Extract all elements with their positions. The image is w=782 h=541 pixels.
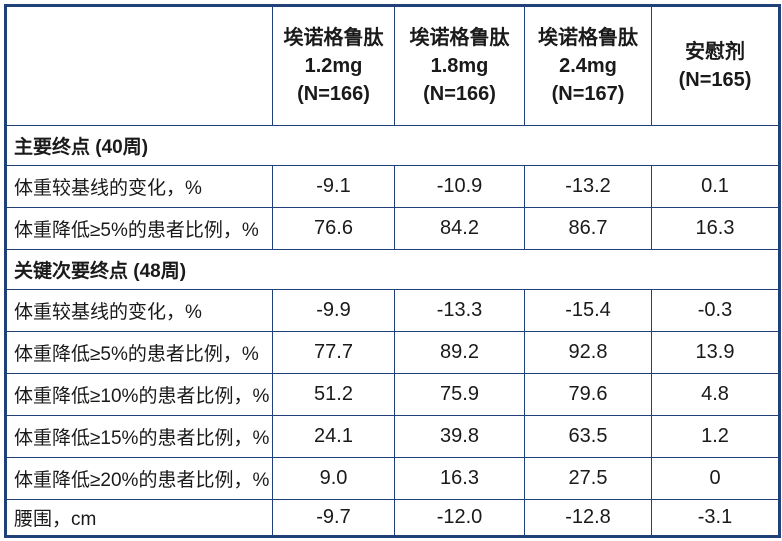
drug-name: 安慰剂 [685,41,745,63]
drug-name: 埃诺格鲁肽 [283,27,384,49]
row-label: 体重降低≥20%的患者比例，% [5,457,273,500]
table-header-row: 埃诺格鲁肽 1.2mg (N=166) 埃诺格鲁肽 1.8mg (N=166) … [5,5,780,126]
corner-cell [5,5,273,126]
data-cell: 16.3 [394,457,525,500]
data-cell: -0.3 [651,289,780,332]
section-row-secondary: 关键次要终点 (48周) [5,249,780,290]
data-cell: 0.1 [651,165,780,208]
row-label: 体重较基线的变化，% [5,165,273,208]
sample-size: (N=166) [423,83,496,105]
data-cell: 39.8 [394,415,525,458]
data-cell: 24.1 [272,415,395,458]
column-header-dose-1: 埃诺格鲁肽 1.2mg (N=166) [272,5,395,126]
drug-name: 埃诺格鲁肽 [409,27,510,49]
row-label: 体重降低≥15%的患者比例，% [5,415,273,458]
data-cell: -12.8 [524,499,652,537]
data-cell: -13.3 [394,289,525,332]
row-label: 体重降低≥5%的患者比例，% [5,331,273,374]
section-title: 主要终点 (40周) [5,125,780,166]
data-cell: 86.7 [524,207,652,250]
data-cell: -12.0 [394,499,525,537]
row-label: 腰围，cm [5,499,273,537]
data-cell: -3.1 [651,499,780,537]
data-cell: 63.5 [524,415,652,458]
data-cell: 0 [651,457,780,500]
data-cell: -9.1 [272,165,395,208]
dose-label: 1.2mg [304,55,363,77]
table-row: 腰围，cm -9.7 -12.0 -12.8 -3.1 [5,499,780,537]
table-row: 体重降低≥10%的患者比例，% 51.2 75.9 79.6 4.8 [5,373,780,416]
drug-name: 埃诺格鲁肽 [538,27,638,49]
data-cell: 4.8 [651,373,780,416]
column-header-dose-3: 埃诺格鲁肽 2.4mg (N=167) [524,5,652,126]
data-cell: 9.0 [272,457,395,500]
column-header-placebo: 安慰剂 (N=165) [651,5,780,126]
section-title: 关键次要终点 (48周) [5,249,780,290]
dose-label: 1.8mg [430,55,489,77]
data-cell: -9.9 [272,289,395,332]
data-cell: 76.6 [272,207,395,250]
table-row: 体重较基线的变化，% -9.9 -13.3 -15.4 -0.3 [5,289,780,332]
data-cell: 84.2 [394,207,525,250]
data-cell: -9.7 [272,499,395,537]
data-cell: 79.6 [524,373,652,416]
data-cell: 77.7 [272,331,395,374]
data-cell: 75.9 [394,373,525,416]
data-cell: 89.2 [394,331,525,374]
column-header-dose-2: 埃诺格鲁肽 1.8mg (N=166) [394,5,525,126]
data-cell: 1.2 [651,415,780,458]
data-cell: 92.8 [524,331,652,374]
row-label: 体重较基线的变化，% [5,289,273,332]
data-cell: 51.2 [272,373,395,416]
data-cell: 27.5 [524,457,652,500]
data-cell: -10.9 [394,165,525,208]
section-row-primary: 主要终点 (40周) [5,125,780,166]
table-row: 体重降低≥15%的患者比例，% 24.1 39.8 63.5 1.2 [5,415,780,458]
table-row: 体重较基线的变化，% -9.1 -10.9 -13.2 0.1 [5,165,780,208]
data-cell: 13.9 [651,331,780,374]
sample-size: (N=165) [678,69,752,91]
dose-label: 2.4mg [559,55,617,77]
clinical-results-table: 埃诺格鲁肽 1.2mg (N=166) 埃诺格鲁肽 1.8mg (N=166) … [4,4,781,538]
sample-size: (N=166) [297,83,370,105]
row-label: 体重降低≥5%的患者比例，% [5,207,273,250]
row-label: 体重降低≥10%的患者比例，% [5,373,273,416]
data-cell: -13.2 [524,165,652,208]
table-row: 体重降低≥5%的患者比例，% 76.6 84.2 86.7 16.3 [5,207,780,250]
data-cell: 16.3 [651,207,780,250]
sample-size: (N=167) [551,83,625,105]
table-row: 体重降低≥20%的患者比例，% 9.0 16.3 27.5 0 [5,457,780,500]
data-cell: -15.4 [524,289,652,332]
table-row: 体重降低≥5%的患者比例，% 77.7 89.2 92.8 13.9 [5,331,780,374]
